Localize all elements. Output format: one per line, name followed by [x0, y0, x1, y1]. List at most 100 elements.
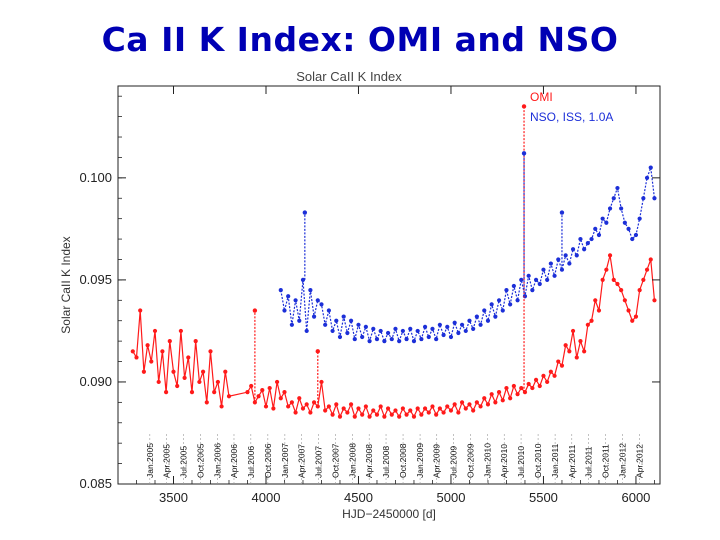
- data-point: [611, 196, 616, 201]
- data-point: [385, 406, 391, 411]
- axis-layer: 3500 4000 4500 5000 5500 6000 0.085 0.090 0.095 0…: [79, 86, 660, 505]
- data-point: [519, 277, 524, 282]
- data-point: [308, 410, 313, 415]
- data-point: [648, 165, 653, 170]
- date-annotation: Jan.2007: [280, 443, 290, 478]
- data-point: [471, 408, 476, 413]
- slide-title: Ca II K Index: OMI and NSO: [101, 20, 619, 59]
- data-point: [493, 314, 498, 319]
- data-point: [422, 406, 428, 411]
- data-point: [552, 273, 557, 278]
- data-point: [626, 308, 631, 313]
- data-point: [611, 277, 616, 282]
- series-layer: [130, 104, 657, 419]
- data-point: [508, 302, 513, 307]
- data-point: [345, 410, 350, 415]
- data-point: [163, 390, 169, 395]
- data-point: [430, 326, 435, 331]
- date-annotation: Apr.2007: [297, 444, 307, 478]
- data-point: [267, 385, 272, 391]
- data-point: [341, 406, 346, 411]
- data-point: [563, 343, 568, 348]
- data-point: [448, 408, 454, 413]
- data-point: [308, 288, 313, 293]
- data-point: [563, 253, 568, 258]
- series-0: [130, 253, 657, 419]
- data-point: [574, 253, 579, 258]
- date-annotation: Apr.2009: [432, 444, 442, 478]
- data-point: [452, 402, 457, 407]
- data-point: [352, 336, 357, 342]
- data-point: [167, 339, 172, 344]
- data-point: [348, 318, 354, 323]
- data-point: [363, 324, 368, 329]
- data-point: [489, 302, 494, 307]
- data-point: [600, 216, 605, 221]
- data-point: [371, 408, 376, 413]
- data-point: [556, 257, 561, 262]
- data-point: [641, 277, 646, 282]
- data-point: [393, 408, 398, 413]
- data-point: [345, 330, 350, 336]
- data-point: [319, 379, 324, 385]
- date-annotation: Jan.2012: [618, 443, 628, 478]
- data-point: [607, 253, 613, 258]
- data-point: [411, 414, 417, 419]
- date-annotation: Jul.2009: [449, 446, 459, 478]
- data-point: [607, 206, 613, 211]
- data-point: [175, 383, 180, 389]
- data-point: [637, 216, 642, 221]
- data-point: [378, 328, 383, 334]
- data-point: [482, 308, 487, 313]
- chart-title: Solar CaII K Index: [296, 69, 402, 84]
- data-point: [278, 288, 283, 293]
- data-point: [511, 383, 516, 389]
- legend-entry: NSO, ISS, 1.0A: [530, 110, 613, 124]
- data-point: [448, 334, 454, 340]
- data-point: [286, 294, 291, 299]
- data-point: [496, 390, 502, 395]
- data-point: [526, 381, 531, 387]
- data-point: [537, 281, 542, 287]
- data-point: [200, 369, 206, 374]
- data-point: [604, 220, 609, 225]
- data-point: [485, 402, 491, 407]
- data-point: [426, 410, 431, 415]
- data-point: [289, 322, 294, 327]
- date-annotation: Jul.2010: [516, 446, 526, 478]
- data-point: [356, 406, 361, 411]
- data-point: [430, 404, 435, 409]
- date-annotation: Jul.2007: [313, 446, 323, 478]
- data-point: [360, 412, 365, 417]
- date-annotation: Jul.2006: [246, 446, 256, 478]
- data-point: [644, 267, 650, 272]
- data-point: [330, 412, 335, 417]
- data-point: [541, 267, 546, 272]
- date-annotation: Jan.2011: [550, 443, 560, 478]
- data-point: [496, 298, 502, 303]
- y-tick-label: 0.085: [79, 476, 112, 491]
- data-point: [323, 322, 328, 327]
- data-point: [596, 308, 602, 313]
- data-point: [352, 414, 357, 419]
- data-point: [456, 410, 461, 415]
- data-point: [415, 406, 420, 411]
- data-point: [589, 236, 594, 242]
- data-point: [552, 373, 557, 378]
- data-point: [186, 355, 191, 360]
- data-point: [212, 390, 217, 395]
- x-tick-label: 4000: [252, 490, 281, 505]
- date-annotation: Oct.2008: [398, 443, 408, 478]
- data-point: [508, 396, 513, 401]
- data-point: [593, 298, 598, 303]
- data-point: [582, 349, 587, 354]
- data-point: [360, 334, 365, 340]
- data-point: [297, 318, 302, 323]
- data-point: [156, 379, 161, 385]
- data-point: [408, 408, 413, 413]
- data-point: [334, 402, 339, 407]
- data-point: [297, 396, 302, 401]
- data-point: [415, 328, 420, 334]
- data-point: [619, 206, 624, 211]
- data-point: [593, 226, 598, 231]
